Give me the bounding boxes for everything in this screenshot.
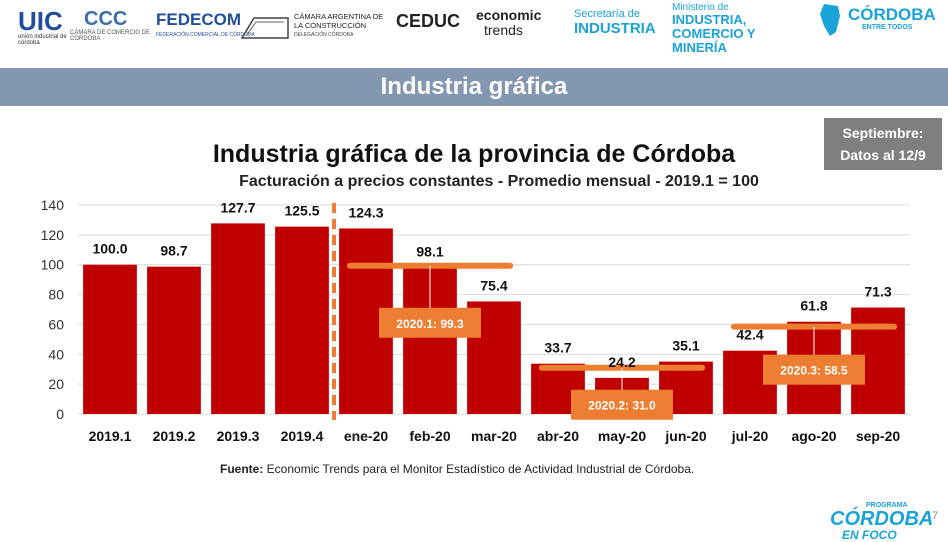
- y-tick-label: 0: [56, 406, 64, 422]
- x-tick-label: 2019.2: [153, 428, 196, 444]
- x-tick-label: ago-20: [791, 428, 836, 444]
- x-tick-label: feb-20: [409, 428, 450, 444]
- bar-chart: 0 20 40 60 80 100 120 140 2020.1: 99.3 2020.2: 31…: [41, 197, 910, 444]
- y-tick-label: 60: [48, 316, 64, 332]
- source-note: Fuente: Economic Trends para el Monitor …: [220, 462, 694, 476]
- economic-trends-text: economic: [476, 7, 542, 23]
- logo-strip: UIC unión industrial de córdoba CCC CÁMA…: [0, 0, 948, 66]
- bar: [211, 223, 265, 414]
- data-note-line1: Septiembre:: [842, 125, 924, 141]
- data-label: 127.7: [220, 199, 255, 215]
- ccc-logo-text: CCC: [84, 8, 128, 30]
- ministerio-text: INDUSTRIA, COMERCIO Y MINERÍA: [672, 12, 756, 55]
- y-tick-label: 80: [48, 287, 64, 303]
- building-icon: [240, 17, 289, 39]
- footer-logo-top: PROGRAMA: [866, 502, 908, 509]
- data-label: 61.8: [800, 298, 827, 314]
- data-label: 33.7: [544, 340, 571, 356]
- bar: [147, 266, 201, 414]
- economic-trends-subtext: trends: [484, 22, 523, 38]
- x-tick-label: 2019.4: [281, 428, 324, 444]
- quarter-average-box: [571, 389, 673, 420]
- data-label: 71.3: [864, 284, 891, 300]
- secretaria-subtext: Secretaría de: [574, 8, 641, 20]
- footer-logo-main: CÓRDOBA: [830, 508, 934, 530]
- x-tick-label: jul-20: [731, 428, 769, 444]
- quarter-average-label: 2020.3: 58.5: [780, 364, 848, 378]
- data-label: 124.3: [348, 204, 383, 220]
- data-note: Septiembre: Datos al 12/9: [824, 118, 942, 170]
- data-label: 24.2: [608, 354, 635, 370]
- x-tick-label: 2019.3: [217, 428, 260, 444]
- y-tick-label: 40: [48, 346, 64, 362]
- secretaria-industria-logo: Secretaría de INDUSTRIA: [574, 8, 656, 38]
- fedecom-logo-text: FEDECOM: [156, 10, 241, 29]
- x-tick-label: 2019.1: [89, 428, 132, 444]
- camara-construccion-text: CÁMARA ARGENTINA DE LA CONSTRUCCIÓN: [294, 12, 384, 30]
- chart-subtitle: Facturación a precios constantes - Prome…: [239, 173, 759, 190]
- ceduc-logo-text: CEDUC: [396, 11, 461, 31]
- fedecom-logo-subtext: FEDERACIÓN COMERCIAL DE CÓRDOBA: [156, 32, 255, 38]
- uic-logo: UIC unión industrial de córdoba: [18, 8, 68, 46]
- y-tick-label: 140: [41, 197, 65, 213]
- source-label: Fuente:: [220, 462, 264, 476]
- source-text: Economic Trends para el Monitor Estadíst…: [263, 462, 695, 476]
- cordoba-text: CÓRDOBA: [848, 5, 936, 24]
- quarter-average-label: 2020.1: 99.3: [396, 317, 464, 331]
- economic-trends-logo: economic trends: [476, 8, 541, 38]
- data-label: 98.7: [160, 243, 187, 259]
- ccc-logo-subtext: CÁMARA DE COMERCIO DE CÓRDOBA: [70, 30, 151, 42]
- data-note-line2: Datos al 12/9: [840, 147, 926, 163]
- x-tick-label: sep-20: [856, 428, 901, 444]
- y-tick-label: 120: [41, 227, 65, 243]
- data-label: 98.1: [416, 244, 443, 260]
- section-title: Industria gráfica: [380, 73, 568, 100]
- data-label: 125.5: [284, 203, 319, 219]
- ceduc-logo: CEDUC: [396, 8, 460, 34]
- y-tick-label: 100: [41, 257, 65, 273]
- x-tick-label: ene-20: [344, 428, 389, 444]
- quarter-average-box: [763, 354, 865, 385]
- footer-logo: PROGRAMA CÓRDOBA EN FOCO: [826, 500, 940, 542]
- cordoba-subtext: ENTRE TODOS: [862, 24, 913, 31]
- secretaria-text: INDUSTRIA: [574, 20, 656, 37]
- ministerio-logo: Ministerio de INDUSTRIA, COMERCIO Y MINE…: [672, 2, 812, 55]
- x-tick-label: jun-20: [664, 428, 706, 444]
- uic-logo-text: UIC: [18, 6, 63, 36]
- ministerio-subtext: Ministerio de: [672, 2, 729, 13]
- province-map-icon: [820, 4, 840, 36]
- data-label: 100.0: [92, 241, 127, 257]
- x-tick-label: mar-20: [471, 428, 517, 444]
- quarter-average-label: 2020.2: 31.0: [588, 399, 656, 413]
- data-label: 35.1: [672, 338, 699, 354]
- bar: [275, 226, 329, 414]
- chart-title: Industria gráfica de la provincia de Cór…: [212, 140, 736, 168]
- page-number: 7: [932, 510, 939, 522]
- data-label: 42.4: [736, 327, 763, 343]
- ccc-logo: CCC CÁMARA DE COMERCIO DE CÓRDOBA: [70, 8, 150, 42]
- footer-logo-bottom: EN FOCO: [842, 528, 897, 542]
- fedecom-logo: FEDECOM FEDERACIÓN COMERCIAL DE CÓRDOBA: [156, 8, 255, 38]
- quarter-average-box: [379, 307, 481, 338]
- y-tick-label: 20: [48, 376, 64, 392]
- data-label: 75.4: [480, 277, 507, 293]
- x-tick-label: abr-20: [537, 428, 579, 444]
- section-banner: Industria gráfica: [0, 68, 948, 106]
- uic-logo-subtext: unión industrial de córdoba: [18, 34, 67, 46]
- bar: [83, 264, 137, 414]
- camara-construccion-subtext: DELEGACIÓN CÓRDOBA: [294, 32, 354, 38]
- x-tick-label: may-20: [598, 428, 646, 444]
